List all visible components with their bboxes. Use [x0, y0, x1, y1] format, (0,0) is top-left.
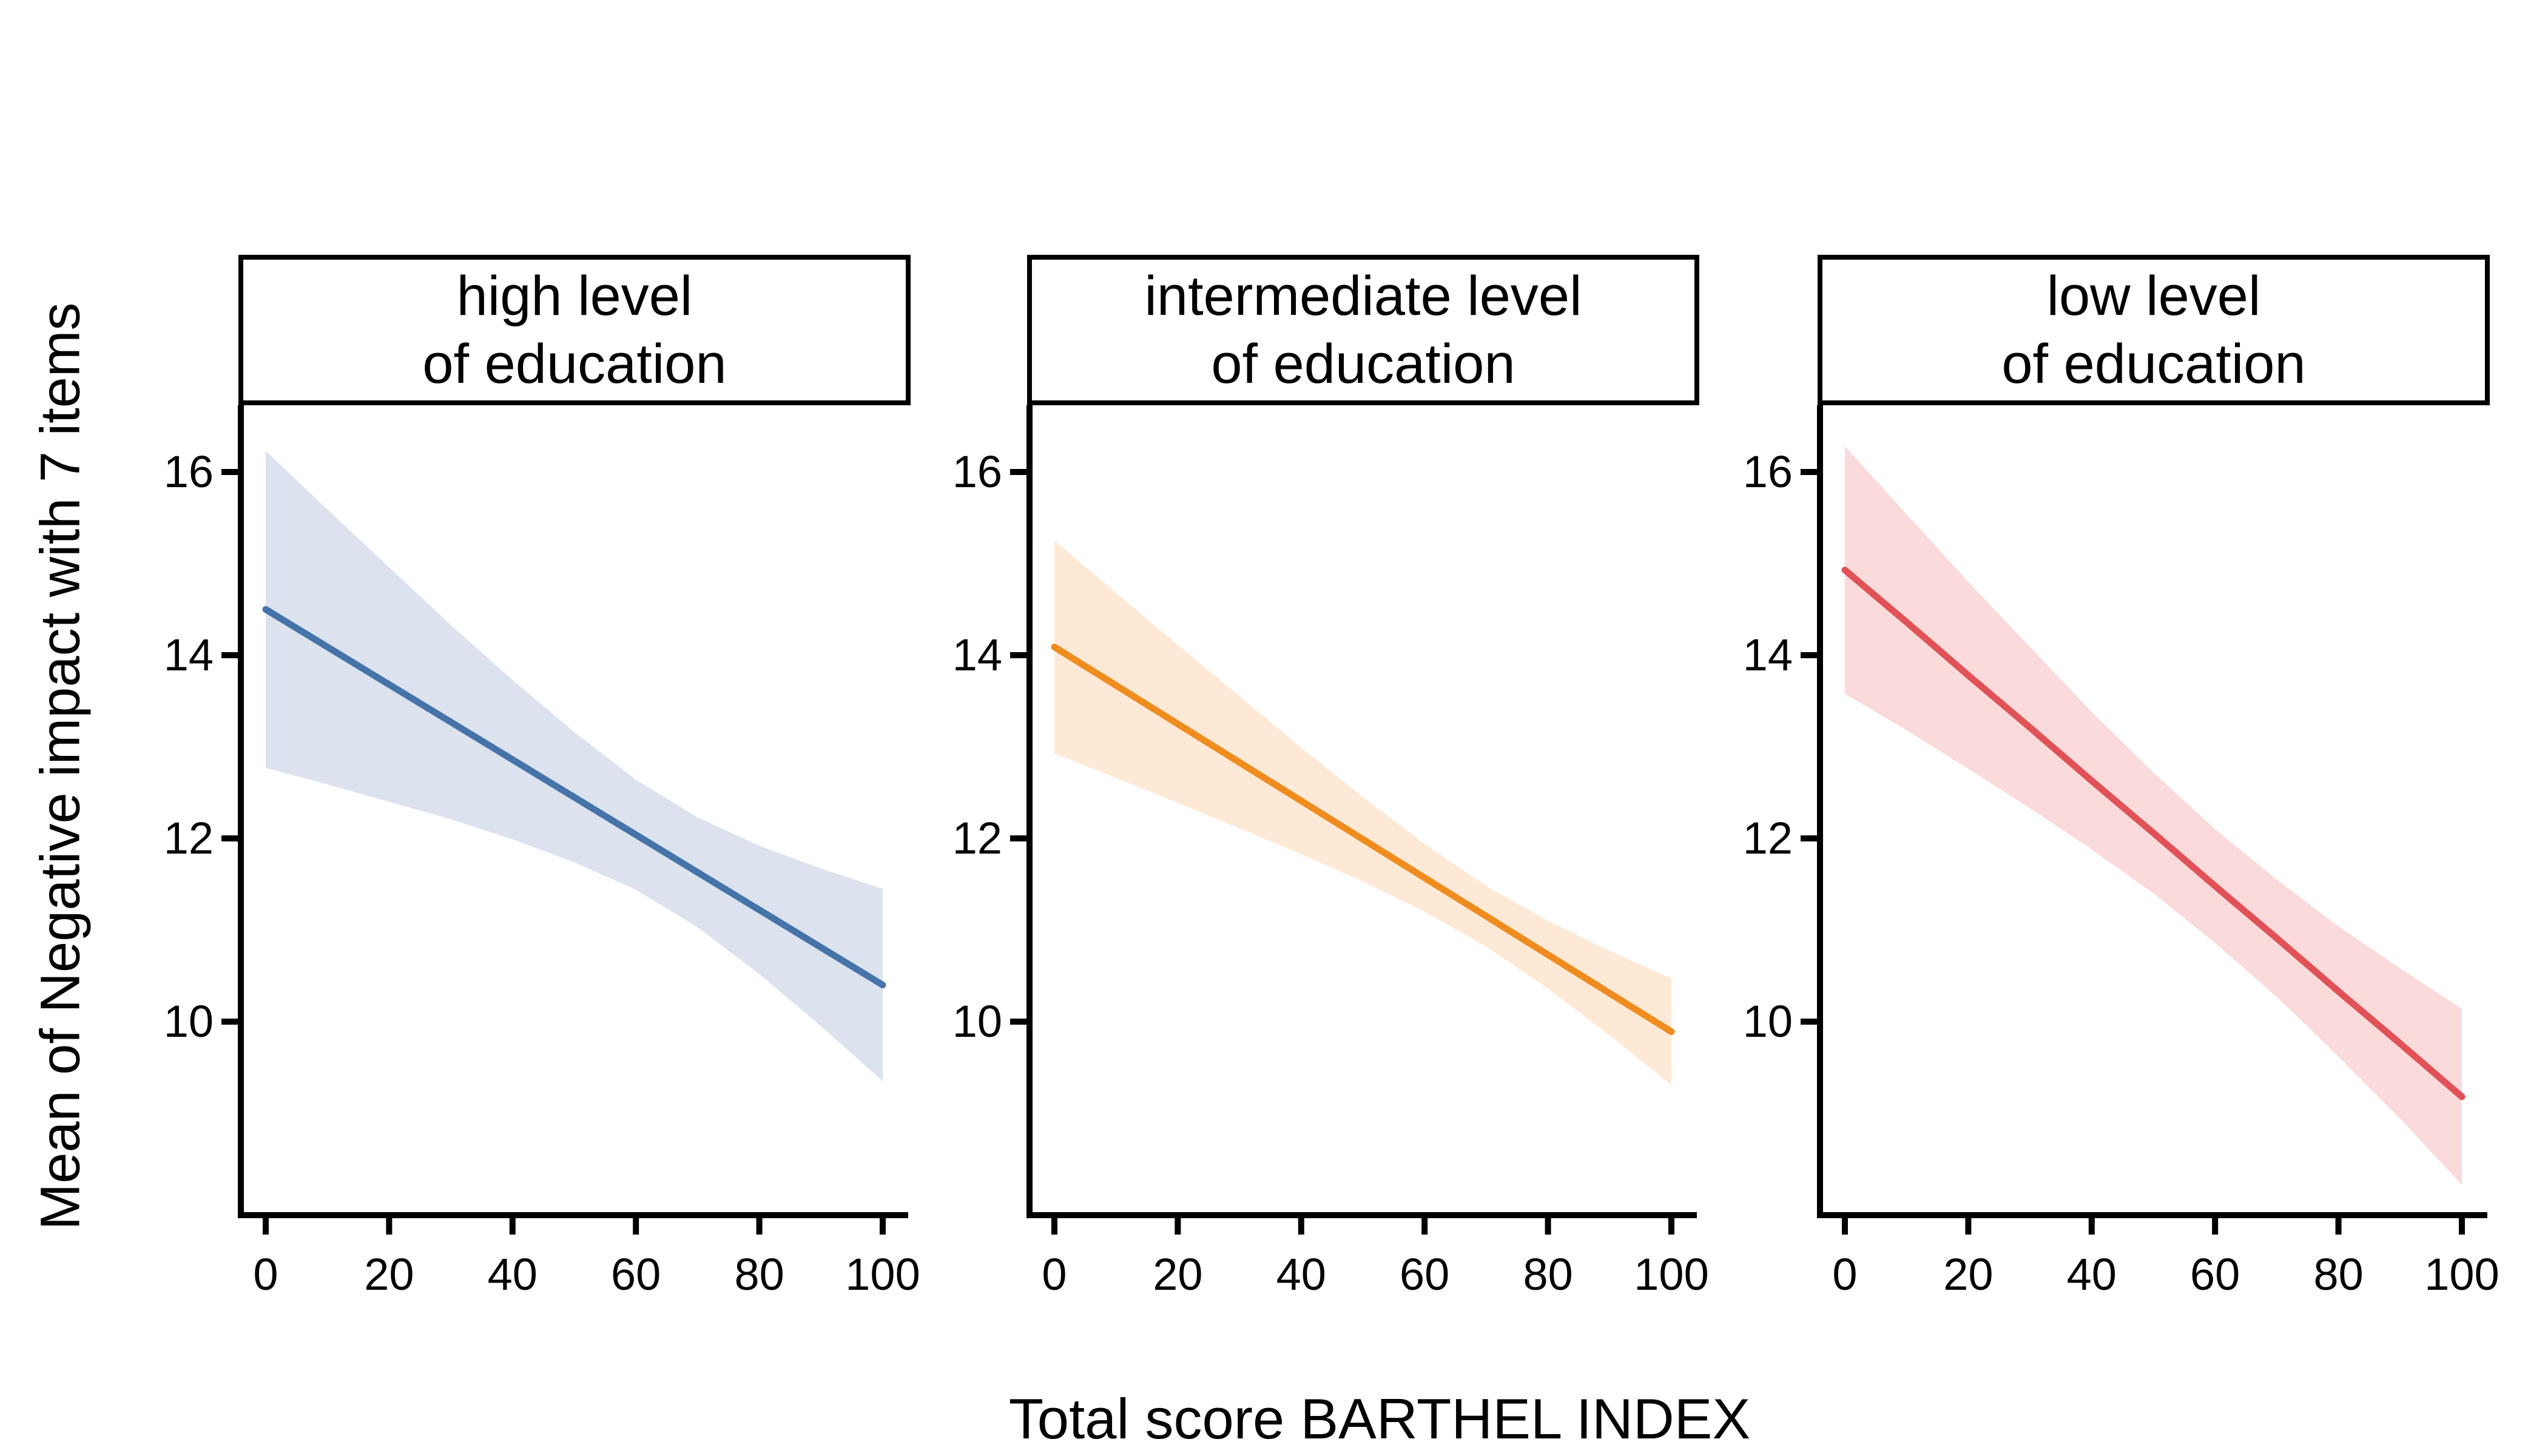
x-tick-label: 20	[1153, 1249, 1203, 1299]
plot-area	[1796, 405, 2490, 1241]
x-tick-label: 40	[487, 1249, 538, 1299]
x-tick-label: 0	[253, 1249, 278, 1299]
panel-chart	[1801, 405, 2487, 1235]
regression-line	[1841, 567, 2465, 1100]
x-tick-label: 20	[1943, 1249, 1994, 1299]
y-tick-label: 10	[1742, 996, 1793, 1046]
y-tick-label: 16	[163, 447, 214, 497]
x-tick-label: 100	[1634, 1249, 1709, 1299]
x-tick-label: 20	[364, 1249, 414, 1299]
confidence-band	[1054, 541, 1671, 1085]
y-tick-label: 12	[1742, 813, 1793, 863]
y-tick-label: 10	[952, 996, 1002, 1046]
y-tick-label: 14	[163, 630, 214, 680]
y-tick-label: 16	[1742, 447, 1793, 497]
y-tick-label: 10	[163, 996, 214, 1046]
x-tick-label: 0	[1832, 1249, 1858, 1299]
x-tick-label: 80	[2313, 1249, 2364, 1299]
y-tick-label: 14	[1742, 630, 1793, 680]
panel-chart	[221, 405, 908, 1235]
x-tick-label: 60	[611, 1249, 661, 1299]
panel-chart	[1010, 405, 1697, 1235]
x-tick-label: 100	[2424, 1249, 2499, 1299]
plot-area	[1005, 405, 1700, 1241]
x-tick-label: 80	[734, 1249, 784, 1299]
confidence-band	[1845, 446, 2462, 1185]
x-tick-label: 80	[1523, 1249, 1573, 1299]
x-tick-label: 0	[1042, 1249, 1067, 1299]
x-tick-label: 60	[2190, 1249, 2240, 1299]
plot-area	[217, 405, 911, 1241]
x-axis-title: Total score BARTHEL INDEX	[1008, 1387, 1751, 1451]
confidence-band	[266, 451, 883, 1082]
y-axis-title: Mean of Negative impact with 7 items	[29, 302, 92, 1230]
y-tick-label: 16	[952, 447, 1002, 497]
regression-line	[1051, 643, 1675, 1036]
x-tick-label: 100	[845, 1249, 920, 1299]
x-tick-label: 60	[1400, 1249, 1450, 1299]
y-tick-label: 12	[163, 813, 214, 863]
facet-strip: high level of education	[238, 255, 911, 405]
facet-strip: low level of education	[1818, 255, 2490, 405]
x-tick-label: 40	[2066, 1249, 2117, 1299]
x-tick-label: 40	[1276, 1249, 1326, 1299]
y-tick-label: 14	[952, 630, 1002, 680]
regression-line	[262, 606, 886, 989]
y-tick-label: 12	[952, 813, 1002, 863]
facet-strip: intermediate level of education	[1027, 255, 1699, 405]
